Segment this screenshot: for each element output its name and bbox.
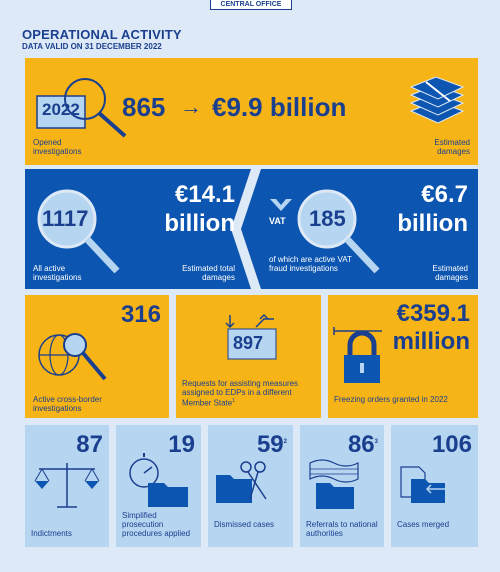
crossborder-count: 316 bbox=[120, 301, 161, 328]
indictments-label: Indictments bbox=[31, 529, 72, 538]
arrows-document-icon bbox=[224, 313, 284, 363]
globe-icon bbox=[33, 323, 113, 389]
footnote-marker: 1 bbox=[232, 398, 236, 404]
vat-damages-line1: €6.7 bbox=[421, 181, 468, 208]
page-subtitle: DATA VALID ON 31 DECEMBER 2022 bbox=[22, 42, 162, 51]
assistance-count: 897 bbox=[233, 333, 264, 353]
freezing-label: Freezing orders granted in 2022 bbox=[334, 395, 448, 404]
bottom-card-4: 106 Cases merged bbox=[391, 425, 478, 547]
magnifier-icon bbox=[293, 179, 393, 279]
opened-damages: €9.9 billion bbox=[212, 92, 347, 122]
freezing-card: €359.1 million Freezing orders granted i… bbox=[328, 295, 478, 418]
bottom-card-2: 592 Dismissed cases bbox=[208, 425, 293, 547]
opened-year: 2022 bbox=[42, 100, 80, 119]
money-stack-icon bbox=[406, 73, 468, 131]
opened-investigations-card: 2022 865 → €9.9 billion Opened investiga… bbox=[25, 58, 478, 165]
central-office-tag: CENTRAL OFFICE bbox=[210, 0, 292, 10]
vat-logo-icon bbox=[270, 199, 292, 217]
dismissed-label: Dismissed cases bbox=[214, 520, 275, 529]
merge-documents-icon bbox=[397, 461, 469, 513]
stopwatch-folder-icon bbox=[122, 453, 194, 509]
merged-count: 106 bbox=[431, 431, 472, 458]
footnote-marker: 3 bbox=[374, 439, 378, 445]
opened-count-label: Opened investigations bbox=[33, 138, 82, 156]
flag-folder-icon bbox=[306, 457, 378, 513]
vat-damages-label: Estimated damages bbox=[432, 264, 468, 282]
opened-count: 865 bbox=[122, 92, 166, 122]
footnote-marker: 2 bbox=[283, 439, 287, 445]
magnifier-icon bbox=[35, 66, 140, 141]
padlock-icon bbox=[332, 321, 392, 389]
vat-count-label: of which are active VAT fraud investigat… bbox=[269, 255, 352, 273]
bottom-card-3: 863 Referrals to national authorities bbox=[300, 425, 384, 547]
opened-damages-label: Estimated damages bbox=[434, 138, 470, 156]
referrals-count: 863 bbox=[348, 431, 378, 459]
page-title: OPERATIONAL ACTIVITY bbox=[22, 27, 182, 42]
crossborder-label: Active cross-border investigations bbox=[33, 395, 102, 413]
vat-count: 185 bbox=[309, 206, 346, 231]
indictments-count: 87 bbox=[76, 431, 103, 458]
magnifier-icon bbox=[35, 179, 135, 279]
active-damages-line2: billion bbox=[164, 210, 235, 237]
dismissed-count: 592 bbox=[257, 431, 287, 459]
freezing-value-line2: million bbox=[392, 328, 470, 355]
referrals-label: Referrals to national authorities bbox=[306, 520, 378, 538]
active-investigations-card: 1117 €14.1 billion All active investigat… bbox=[25, 169, 478, 289]
assistance-label-text: Requests for assisting measures assigned… bbox=[182, 379, 299, 408]
crossborder-card: 316 Active cross-border investigations bbox=[25, 295, 169, 418]
simplified-label: Simplified prosecution procedures applie… bbox=[122, 511, 191, 538]
bottom-card-1: 19 Simplified prosecution procedures app… bbox=[116, 425, 201, 547]
dismissed-count-value: 59 bbox=[256, 431, 284, 458]
assistance-label: Requests for assisting measures assigned… bbox=[182, 379, 318, 408]
active-damages-line1: €14.1 bbox=[174, 181, 235, 208]
freezing-value-line1: €359.1 bbox=[396, 300, 470, 327]
bottom-card-0: 87 Indictments bbox=[25, 425, 109, 547]
scissors-folder-icon bbox=[214, 457, 286, 509]
merged-label: Cases merged bbox=[397, 520, 450, 529]
scales-icon bbox=[31, 457, 103, 513]
card-divider bbox=[231, 169, 261, 289]
vat-damages-line2: billion bbox=[397, 210, 468, 237]
vat-badge: VAT bbox=[269, 216, 286, 226]
active-count: 1117 bbox=[42, 206, 89, 231]
assistance-card: 897 Requests for assisting measures assi… bbox=[176, 295, 321, 418]
active-damages-label: Estimated total damages bbox=[182, 264, 235, 282]
simplified-count: 19 bbox=[168, 431, 195, 458]
arrow: → bbox=[180, 94, 202, 119]
referrals-count-value: 86 bbox=[347, 431, 375, 458]
active-count-label: All active investigations bbox=[33, 264, 82, 282]
